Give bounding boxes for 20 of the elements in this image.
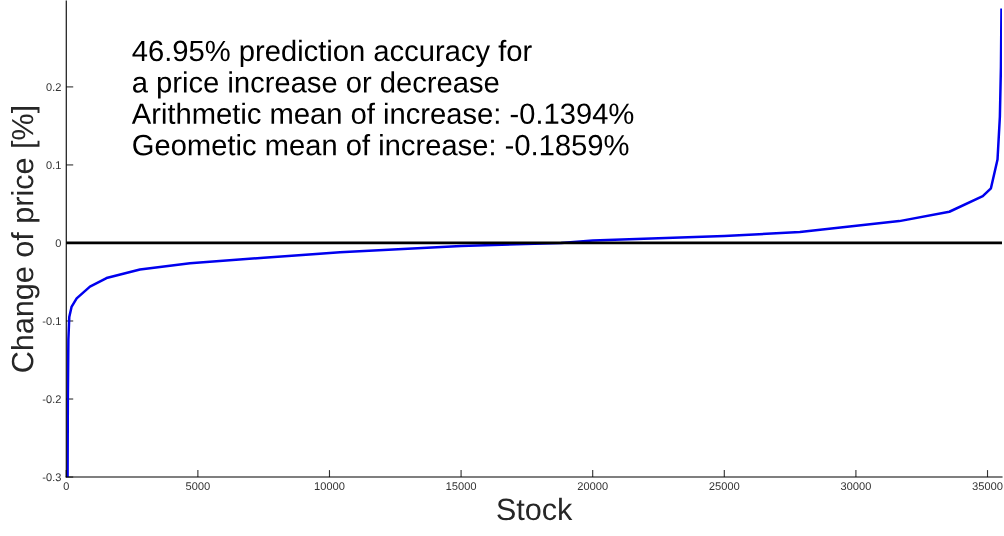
x-tick-label: 20000 (577, 482, 608, 491)
y-tick-label: 0 (55, 239, 61, 248)
x-tick-label: 30000 (840, 482, 871, 491)
y-tick-label: -0.1 (42, 317, 61, 326)
annotation: 46.95% prediction accuracy for (132, 39, 532, 68)
x-tick-label: 25000 (709, 482, 740, 491)
annotation: a price increase or decrease (133, 71, 499, 99)
x-tick-label: 10000 (314, 482, 345, 491)
x-tick-label: 0 (63, 482, 69, 491)
x-tick-label: 35000 (972, 482, 1003, 491)
annotation: Geometic mean of increase: -0.1859% (133, 134, 629, 156)
y-axis-title: Change of price [%] (11, 107, 40, 372)
x-tick-label: 15000 (446, 482, 477, 491)
y-tick-label: 0.1 (46, 161, 61, 170)
x-tick-label: 5000 (185, 482, 210, 491)
annotation: Arithmetic mean of increase: -0.1394% (131, 102, 634, 125)
x-axis-title: Stock (497, 497, 573, 521)
y-tick-label: 0.2 (46, 83, 61, 92)
y-tick-label: -0.3 (42, 473, 61, 482)
y-tick-label: -0.2 (42, 395, 61, 404)
